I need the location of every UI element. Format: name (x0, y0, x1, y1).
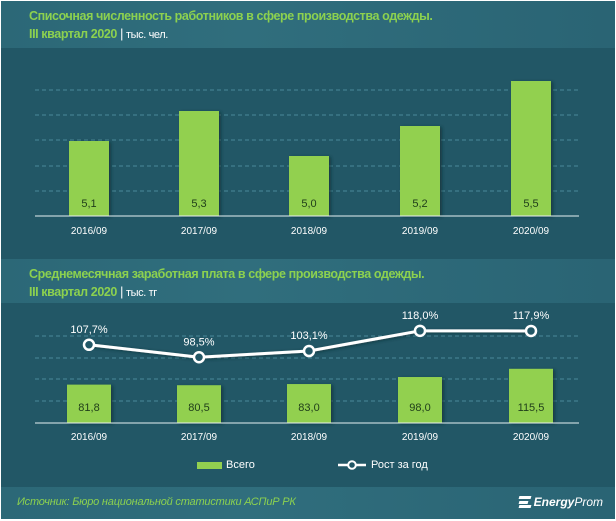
chart1-bar-value-label: 5,3 (191, 198, 206, 210)
legend-label-total: Всего (226, 459, 255, 471)
chart2-growth-marker (302, 344, 316, 358)
legend-item-growth: Рост за год (337, 459, 428, 471)
chart2-bar-value-label: 81,8 (78, 402, 99, 414)
chart1-x-axis: 2016/09 2017/09 2018/09 2019/09 2020/09 (35, 215, 579, 237)
chart2-bar-value-label: 80,5 (188, 402, 209, 414)
chart1-bar (511, 81, 551, 216)
legend-item-total: Всего (197, 459, 255, 471)
chart1-bar (400, 126, 440, 216)
energyprom-logo: EnergyProm (518, 495, 603, 509)
chart2-x-tick-label: 2018/09 (291, 432, 328, 443)
chart1-period: III квартал 2020 (29, 27, 117, 41)
chart1-x-tick-label: 2016/09 (71, 226, 108, 237)
source-note: Источник: Бюро национальной статистики А… (17, 496, 296, 508)
chart2-bar-value-label: 98,0 (409, 402, 430, 414)
chart2-bar (287, 384, 331, 423)
chart1-bar (289, 156, 329, 216)
chart2-separator: | (120, 285, 123, 299)
chart1-bar (179, 111, 219, 216)
chart1-x-tick-label: 2018/09 (291, 226, 328, 237)
chart1-bar-value-label: 5,2 (412, 198, 427, 210)
chart2-growth-marker (82, 338, 96, 352)
chart2-bars: 81,8 80,5 83,0 98,0 115,5 (67, 368, 553, 423)
chart2-growth-marker (192, 351, 206, 364)
legend-line-marker-icon (338, 460, 366, 470)
chart2-growth-value-label: 98,5% (183, 336, 214, 348)
chart1-bar-value-label: 5,5 (523, 198, 538, 210)
chart2-bar (398, 377, 442, 423)
chart2-growth-line: 107,7% 98,5% 103,1% 118,0% 117,9% (70, 310, 550, 364)
chart2-bar (177, 385, 221, 423)
logo-text-regular: Prom (574, 495, 603, 509)
chart2-bar-value-label: 115,5 (518, 402, 545, 414)
chart1-bar-value-label: 5,0 (301, 198, 316, 210)
chart2-growth-value-label: 118,0% (402, 310, 439, 322)
chart1-title-band: Списочная численность работников в сфере… (1, 1, 615, 48)
chart2-title: Среднемесячная заработная плата в сфере … (29, 267, 425, 281)
chart1-x-tick-label: 2020/09 (513, 226, 550, 237)
chart2-x-axis: 2016/09 2017/09 2018/09 2019/09 2020/09 (35, 422, 579, 443)
chart2-bar (67, 384, 111, 423)
chart2-growth-value-label: 107,7% (70, 324, 108, 336)
chart2-bar-value-label: 83,0 (298, 402, 319, 414)
chart1-x-tick-label: 2019/09 (402, 226, 439, 237)
chart2-unit: тыс. тг (126, 287, 157, 299)
chart2-bar (509, 368, 553, 423)
chart2-growth-marker (413, 324, 427, 338)
chart2-title-band: Среднемесячная заработная плата в сфере … (1, 259, 615, 303)
chart1-title: Списочная численность работников в сфере… (29, 9, 433, 23)
chart1-x-tick-label: 2017/09 (181, 226, 218, 237)
legend-label-growth: Рост за год (371, 459, 428, 471)
chart1-unit: тыс. чел. (126, 29, 168, 41)
energyprom-logo-icon (518, 496, 532, 508)
chart1-bar (69, 141, 109, 216)
chart2-growth-value-label: 103,1% (290, 330, 328, 342)
footer: Источник: Бюро национальной статистики А… (1, 487, 615, 519)
chart2-x-tick-label: 2017/09 (181, 432, 218, 443)
chart1-bars: 5,1 5,3 5,0 5,2 5,5 (69, 81, 551, 216)
legend-bar-swatch-icon (197, 461, 222, 469)
chart2-growth-marker (524, 324, 538, 338)
chart2-legend: Всего Рост за год (1, 459, 615, 475)
chart2-period: III квартал 2020 (29, 285, 117, 299)
chart2-x-tick-label: 2019/09 (402, 432, 439, 443)
chart2-subtitle: III квартал 2020 | тыс. тг (29, 285, 157, 299)
logo-text-bold: Energy (533, 495, 575, 509)
chart2-x-tick-label: 2016/09 (71, 432, 108, 443)
chart2-x-tick-label: 2020/09 (513, 432, 550, 443)
chart1-subtitle: III квартал 2020 | тыс. чел. (29, 27, 168, 41)
chart2-growth-value-label: 117,9% (513, 310, 550, 322)
chart1-bar-value-label: 5,1 (81, 198, 96, 210)
chart1-separator: | (120, 27, 123, 41)
